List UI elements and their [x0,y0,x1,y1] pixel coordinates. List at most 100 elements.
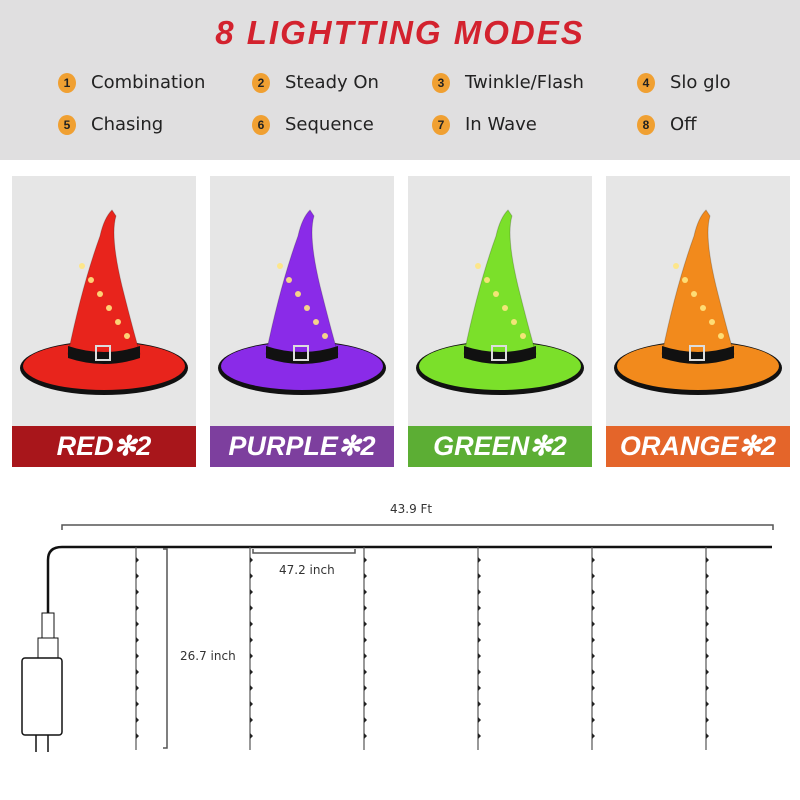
bulb [706,669,709,675]
mode-item: 3 Twinkle/Flash [432,72,584,93]
bulb [478,621,481,627]
total-length-label: 43.9 Ft [390,502,433,516]
bulb [250,669,253,675]
mode-label: Chasing [91,114,164,135]
bulb [136,605,139,611]
mode-item: 4 Slo glo [637,72,731,93]
bulb [136,621,139,627]
spacing-bracket [252,549,356,554]
bulb [136,589,139,595]
bulb [592,637,595,643]
mode-label: In Wave [465,114,537,135]
mode-number-badge: 7 [432,114,450,135]
witch-hat-image [218,209,386,395]
drop-length-label: 26.7 inch [180,649,236,663]
bulb [592,717,595,723]
connector [41,612,55,639]
witch-hat-image [614,209,782,395]
bulb [706,717,709,723]
bulb [706,621,709,627]
bulb [364,669,367,675]
witch-hat-image [20,209,188,395]
bulb [478,637,481,643]
bulb [136,685,139,691]
bulb [592,589,595,595]
hat-panel: PURPLE✻2 [210,176,394,467]
mode-number-badge: 5 [58,114,76,135]
bulb [364,637,367,643]
mode-number-badge: 8 [637,114,655,135]
bulb [136,557,139,563]
mode-label: Slo glo [670,72,731,93]
hat-panel: RED✻2 [12,176,196,467]
bulb [592,685,595,691]
bulb [478,701,481,707]
main-cable [46,545,772,620]
bulb [706,685,709,691]
dimension-diagram [21,524,774,752]
hat-color-label: RED✻2 [12,426,196,467]
mode-number-badge: 3 [432,72,450,93]
hat-panel: ORANGE✻2 [606,176,790,467]
bulb [592,605,595,611]
mode-item: 1 Combination [58,72,205,93]
bulb [706,653,709,659]
bulb [478,589,481,595]
total-length-bracket [61,524,774,530]
bulb [364,653,367,659]
bulb [478,733,481,739]
bulb [136,653,139,659]
bulb [478,573,481,579]
bulb [478,685,481,691]
mode-label: Twinkle/Flash [465,72,584,93]
mode-item: 5 Chasing [58,114,163,135]
mode-label: Steady On [285,72,379,93]
mode-label: Combination [91,72,206,93]
bulb [478,557,481,563]
bulb [592,669,595,675]
bulb [706,701,709,707]
bulb [592,573,595,579]
bulb [364,589,367,595]
witch-hat-image [416,209,584,395]
bulb [250,701,253,707]
bulb [478,717,481,723]
bulb [592,733,595,739]
page-title: 8 LIGHTTING MODES [215,14,585,51]
connector-nut [37,637,59,659]
bulb [478,605,481,611]
bulb [136,733,139,739]
bulb [136,669,139,675]
spacing-label: 47.2 inch [279,563,335,577]
bulb [706,605,709,611]
bulb [250,733,253,739]
bulb [706,589,709,595]
mode-item: 7 In Wave [432,114,537,135]
bulb [136,573,139,579]
bulb [250,637,253,643]
bulb [364,557,367,563]
bulb [364,717,367,723]
hat-color-label: GREEN✻2 [408,426,592,467]
bulb [706,573,709,579]
bulb [592,621,595,627]
bulb [364,733,367,739]
mode-item: 8 Off [637,114,697,135]
power-adapter [21,657,63,736]
bulb [364,621,367,627]
bulb [250,557,253,563]
bulb [706,637,709,643]
bulb [706,557,709,563]
lighting-modes-banner: 8 LIGHTTING MODES [0,0,800,160]
hat-color-label: ORANGE✻2 [606,426,790,467]
drop-length-bracket [163,548,168,749]
mode-item: 2 Steady On [252,72,379,93]
mode-label: Off [670,114,697,135]
bulb [250,605,253,611]
bulb [364,701,367,707]
bulb [250,573,253,579]
bulb [364,605,367,611]
bulb [250,717,253,723]
bulb [136,637,139,643]
mode-number-badge: 1 [58,72,76,93]
